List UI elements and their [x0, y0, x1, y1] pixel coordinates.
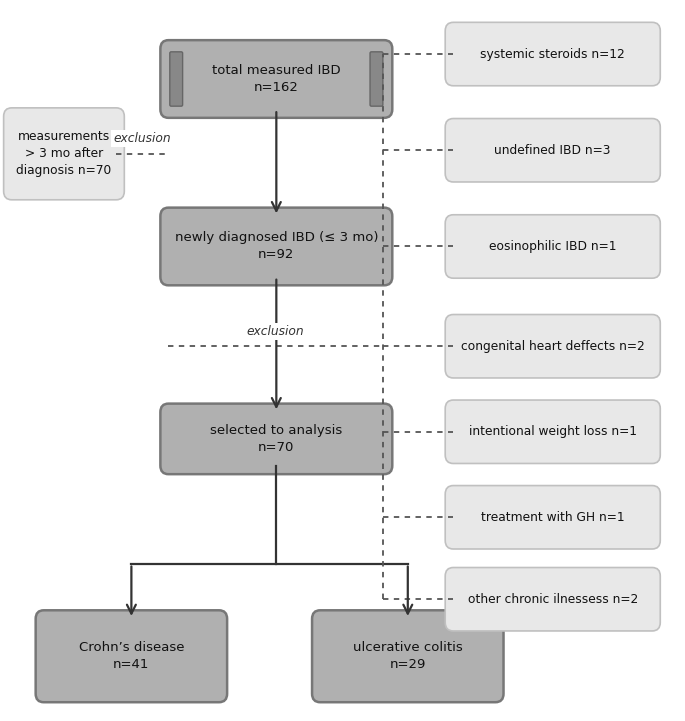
- FancyBboxPatch shape: [312, 610, 503, 702]
- FancyBboxPatch shape: [170, 52, 183, 106]
- Text: Crohn’s disease
n=41: Crohn’s disease n=41: [79, 641, 184, 671]
- FancyBboxPatch shape: [445, 314, 660, 378]
- Text: systemic steroids n=12: systemic steroids n=12: [480, 48, 625, 61]
- FancyBboxPatch shape: [160, 40, 393, 118]
- FancyBboxPatch shape: [445, 22, 660, 86]
- Text: exclusion: exclusion: [247, 324, 304, 337]
- FancyBboxPatch shape: [445, 118, 660, 182]
- FancyBboxPatch shape: [445, 485, 660, 549]
- FancyBboxPatch shape: [160, 404, 393, 474]
- Text: undefined IBD n=3: undefined IBD n=3: [495, 143, 611, 156]
- Text: total measured IBD
n=162: total measured IBD n=162: [212, 64, 340, 94]
- Text: exclusion: exclusion: [114, 132, 171, 145]
- FancyBboxPatch shape: [3, 108, 124, 200]
- FancyBboxPatch shape: [445, 567, 660, 631]
- Text: eosinophilic IBD n=1: eosinophilic IBD n=1: [489, 240, 616, 253]
- FancyBboxPatch shape: [445, 400, 660, 464]
- Text: selected to analysis
n=70: selected to analysis n=70: [210, 424, 342, 454]
- Text: ulcerative colitis
n=29: ulcerative colitis n=29: [353, 641, 462, 671]
- Text: newly diagnosed IBD (≤ 3 mo)
n=92: newly diagnosed IBD (≤ 3 mo) n=92: [175, 231, 378, 262]
- Text: other chronic ilnessess n=2: other chronic ilnessess n=2: [468, 593, 638, 606]
- Text: treatment with GH n=1: treatment with GH n=1: [481, 510, 625, 523]
- FancyBboxPatch shape: [36, 610, 227, 702]
- Text: measurements
> 3 mo after
diagnosis n=70: measurements > 3 mo after diagnosis n=70: [16, 131, 112, 177]
- FancyBboxPatch shape: [160, 208, 393, 286]
- FancyBboxPatch shape: [445, 215, 660, 278]
- Text: intentional weight loss n=1: intentional weight loss n=1: [469, 425, 637, 438]
- Text: congenital heart deffects n=2: congenital heart deffects n=2: [461, 340, 645, 353]
- FancyBboxPatch shape: [370, 52, 383, 106]
